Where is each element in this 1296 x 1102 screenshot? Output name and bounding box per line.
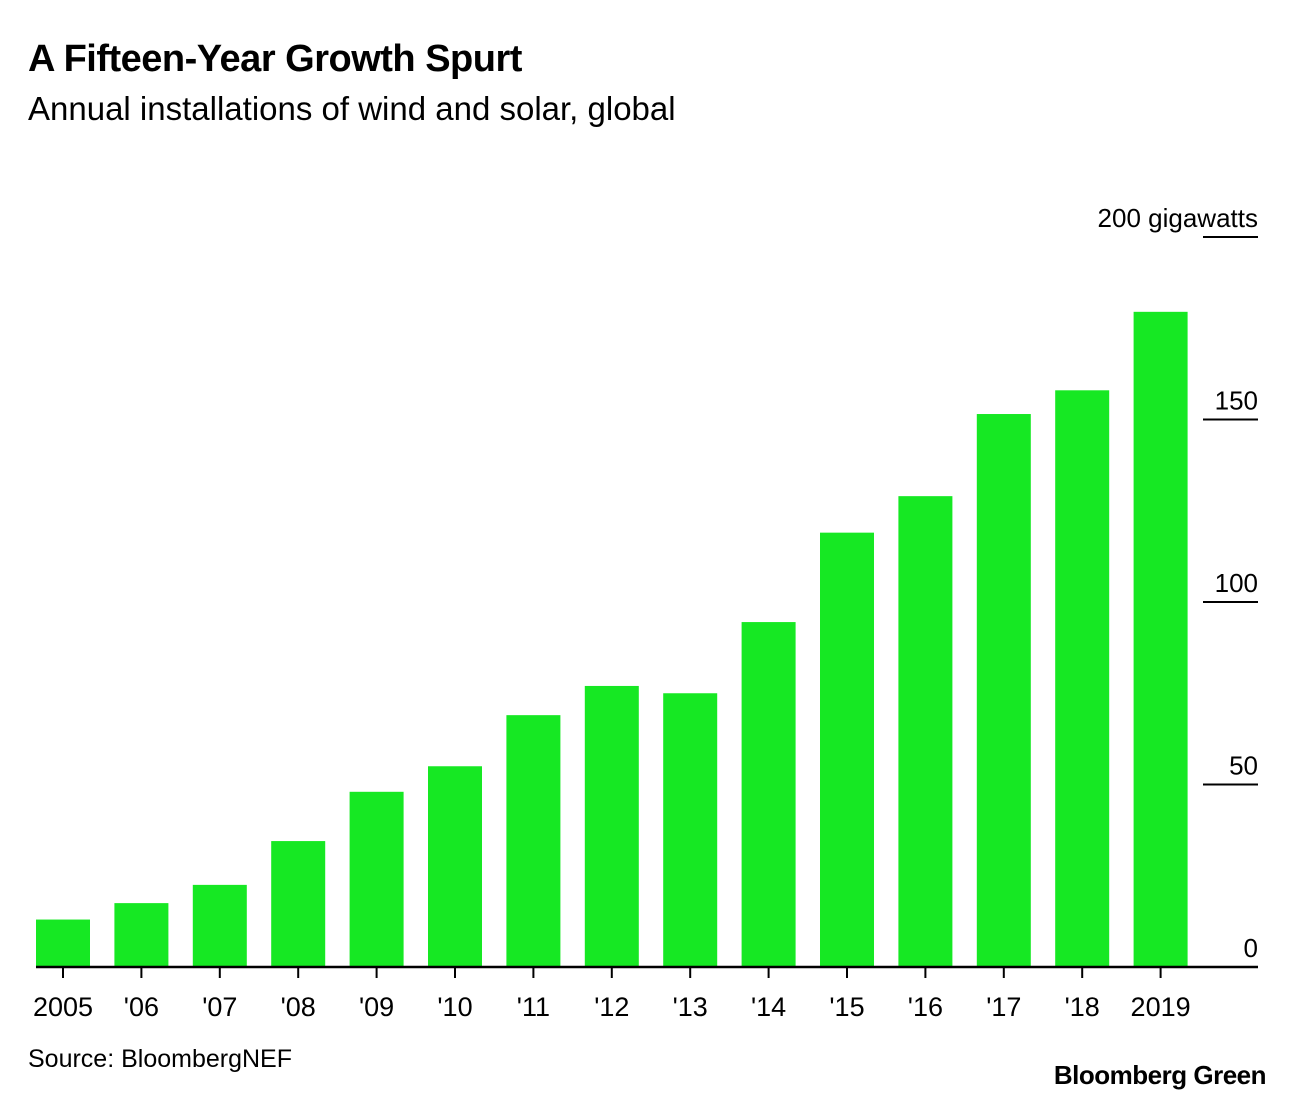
- source-note: Source: BloombergNEF: [28, 1045, 293, 1073]
- x-tick-label: 2005: [33, 992, 93, 1022]
- x-tick-label: '07: [202, 992, 237, 1022]
- x-tick-label: '08: [281, 992, 316, 1022]
- bar-07: [192, 884, 247, 967]
- bar-10: [428, 766, 482, 967]
- x-tick-label: '13: [673, 992, 708, 1022]
- x-tick-label: '14: [751, 992, 786, 1022]
- x-tick-label: '09: [359, 992, 394, 1022]
- bar-11: [506, 715, 561, 967]
- bar-17: [976, 414, 1031, 967]
- bar-15: [820, 532, 874, 967]
- x-tick-label: '18: [1065, 992, 1100, 1022]
- bar-2005: [36, 919, 90, 967]
- bar-13: [663, 693, 718, 967]
- bar-18: [1055, 390, 1110, 967]
- x-tick-label: '12: [594, 992, 629, 1022]
- x-tick-label: 2019: [1131, 992, 1191, 1022]
- y-tick-label-50: 50: [1229, 751, 1258, 781]
- y-tick-label-0: 0: [1244, 933, 1258, 963]
- y-tick-label-150: 150: [1215, 386, 1258, 416]
- bars-group: [36, 311, 1188, 967]
- bar-09: [349, 791, 404, 967]
- x-tick-label: '10: [437, 992, 472, 1022]
- bar-2019: [1133, 311, 1188, 967]
- bar-14: [741, 622, 796, 967]
- brand-logo: Bloomberg Green: [1053, 1060, 1267, 1090]
- bar-12: [584, 685, 639, 967]
- x-tick-label: '15: [829, 992, 864, 1022]
- y-axis: 0 50 100 150 200 gigawatts: [1098, 203, 1258, 963]
- chart-subtitle: Annual installations of wind and solar, …: [28, 90, 676, 127]
- x-tick-label: '17: [986, 992, 1021, 1022]
- chart-title: A Fifteen-Year Growth Spurt: [28, 38, 522, 80]
- x-axis: 2005 '06 '07 '08 '09 '10 '11 '12 '13 '14 '15 '16 '17…: [33, 965, 1258, 1022]
- bar-06: [114, 903, 169, 967]
- y-tick-label-200: 200 gigawatts: [1098, 203, 1258, 233]
- bar-08: [271, 841, 326, 967]
- x-tick-label: '11: [517, 992, 550, 1022]
- y-tick-label-100: 100: [1215, 568, 1258, 598]
- x-tick-label: '16: [908, 992, 943, 1022]
- x-tick-label: '06: [124, 992, 159, 1022]
- bar-16: [898, 496, 953, 967]
